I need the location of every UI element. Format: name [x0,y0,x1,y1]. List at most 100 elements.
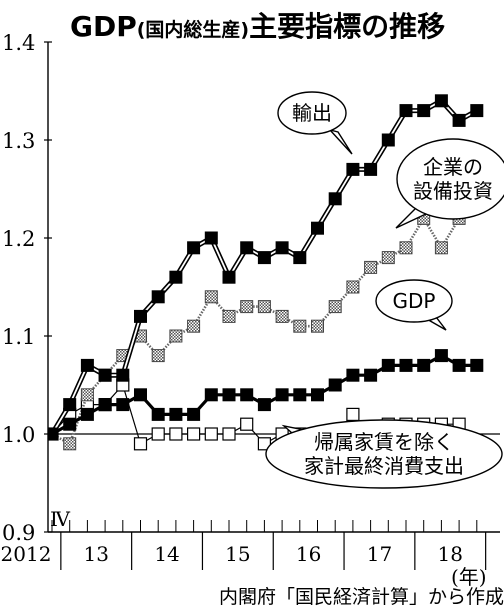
data-point [434,94,448,108]
data-point [98,398,112,412]
data-point [222,270,236,284]
data-point [169,270,183,284]
callout-label: 企業の [423,155,483,179]
data-point [134,309,147,323]
y-tick-label: 0.9 [2,521,35,545]
callout-bubble [375,279,453,323]
y-tick-label: 1.0 [2,423,35,447]
data-point [80,358,94,372]
x-year-label: 2012 [1,542,52,566]
data-point [222,309,236,323]
series-0 [48,94,484,441]
y-axis: 0.9 1.0 1.1 1.2 1.3 1.4 [2,31,52,545]
chart-title: GDP(国内総生産)主要指標の推移 [70,10,445,43]
data-point [417,104,431,118]
data-point [346,280,360,294]
callout-0: 輸出 [277,91,353,155]
series-1 [48,211,466,451]
data-point [63,398,77,412]
data-point [399,358,413,372]
data-point [240,241,254,255]
data-point [134,388,147,402]
data-point [417,358,431,372]
data-point [133,437,148,451]
data-point [80,407,94,421]
x-year-label: 17 [367,542,392,566]
data-point [399,241,413,255]
data-point [434,349,448,363]
data-point [381,133,395,147]
callout-label: 家計最終消費支出 [304,454,464,478]
y-tick-label: 1.4 [2,31,35,55]
title-paren: (国内総生産) [137,18,249,41]
x-year-label: 13 [84,542,109,566]
data-point [187,407,201,421]
data-point [48,427,59,441]
x-axis-unit: (年) [451,565,487,589]
data-point [204,231,218,245]
y-tick-label: 1.1 [2,325,35,349]
data-point [240,300,254,314]
data-point [151,290,165,304]
x-axis: 2012 13 14 15 16 17 18 [1,520,500,570]
title-prefix: GDP [70,10,137,43]
data-point [470,104,484,118]
data-point [311,319,324,333]
callout-label: 輸出 [292,101,332,125]
data-point [311,221,324,235]
data-point [240,417,254,431]
callout-label: 帰属家賃を除く [314,430,454,454]
callout-2: GDP [375,279,453,331]
data-point [187,241,201,255]
data-point [257,398,271,412]
data-point [151,349,165,363]
data-point [222,388,236,402]
data-point [222,427,236,441]
data-point [151,427,165,441]
x-year-label: 15 [225,542,250,566]
callout-tail [327,128,353,155]
data-point [346,368,360,382]
data-point [328,192,342,206]
data-point [328,378,342,392]
data-point [257,300,271,314]
data-point [364,260,378,274]
data-point [275,388,289,402]
data-point [204,290,218,304]
x-year-label: 14 [154,542,179,566]
data-point [364,162,378,176]
data-point [328,300,342,314]
data-point [257,251,271,265]
data-point [63,417,77,431]
data-point [98,368,112,382]
data-point [116,368,130,382]
x-year-label: 18 [438,542,463,566]
source-note: 内閣府「国民経済計算」から作成 [219,586,504,606]
callout-label: 設備投資 [413,179,493,203]
x-year-label: 16 [296,542,321,566]
data-point [240,388,254,402]
data-point [364,368,378,382]
data-point [187,319,201,333]
data-point [381,251,395,265]
data-point [187,427,201,441]
data-point [470,358,484,372]
data-point [434,241,448,255]
data-point [346,162,360,176]
data-point [63,437,77,451]
data-point [381,358,395,372]
data-point [452,113,466,127]
data-point [80,388,94,402]
data-point [293,319,307,333]
data-point [204,427,218,441]
y-tick-label: 1.3 [2,129,35,153]
data-point [399,104,413,118]
quarter-label: Ⅳ [50,507,71,531]
callout-bubble [396,138,504,220]
y-tick-label: 1.2 [2,227,35,251]
data-point [151,407,165,421]
